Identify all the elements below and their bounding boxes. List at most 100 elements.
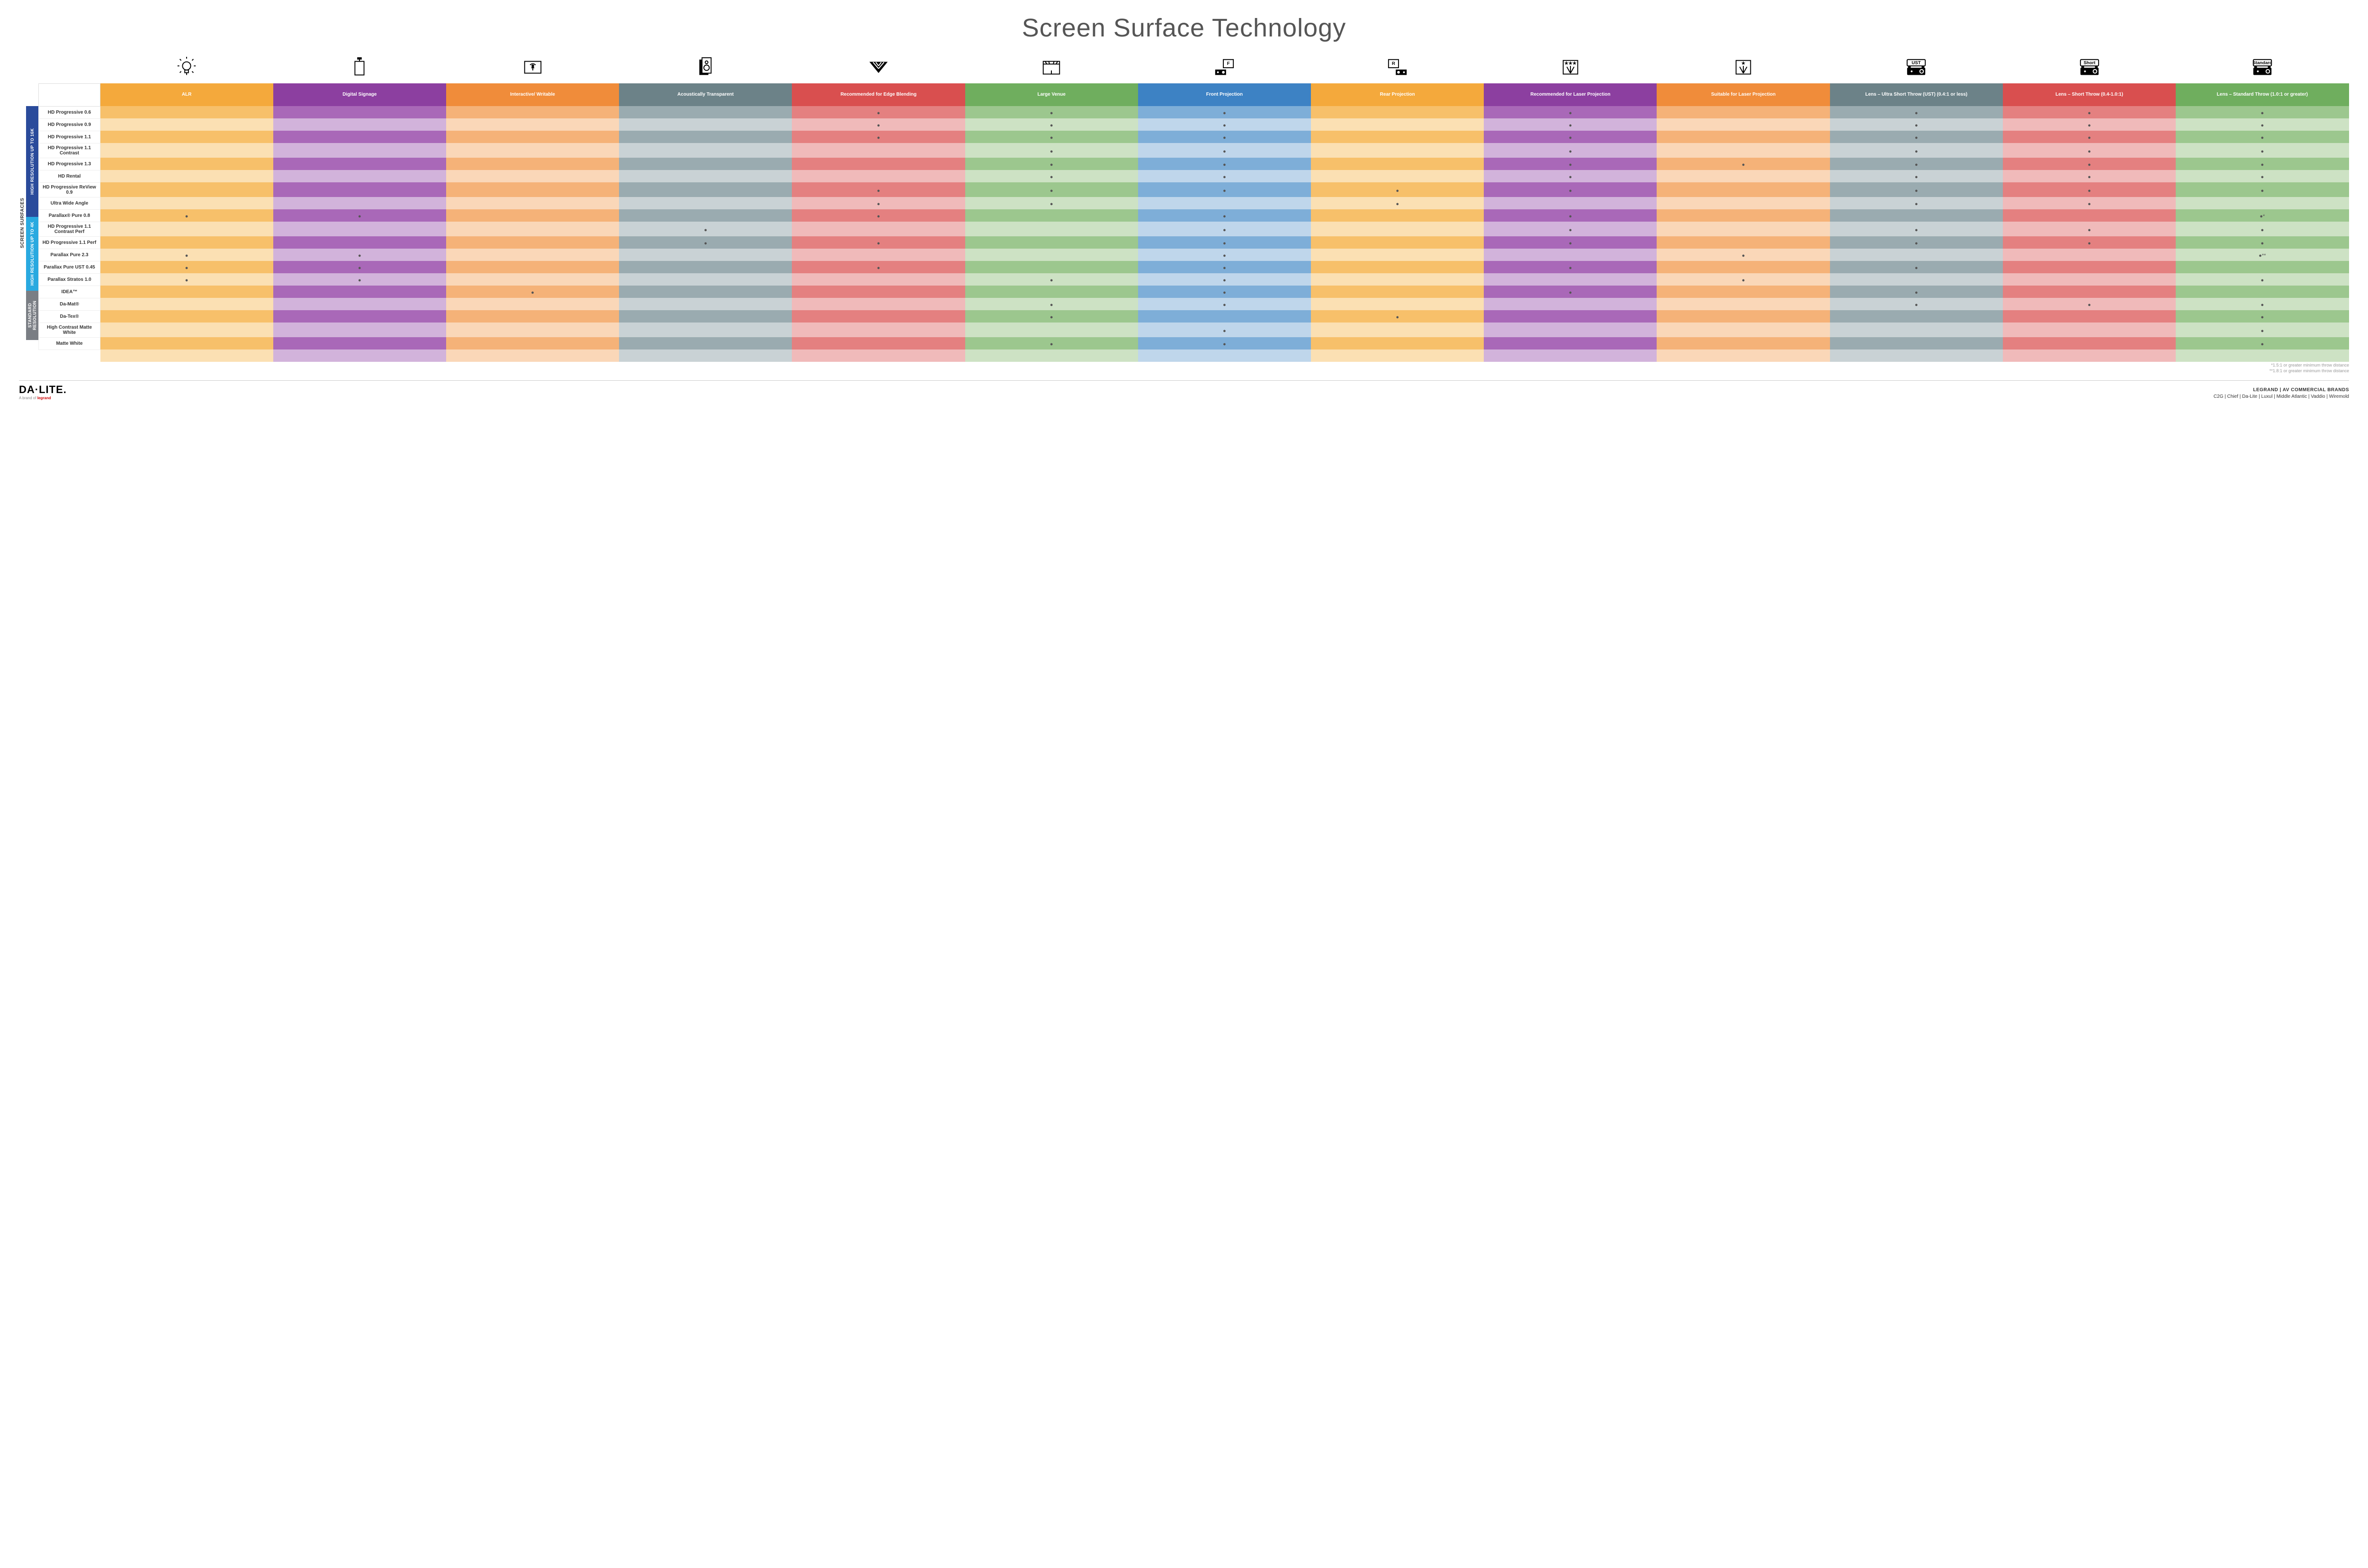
table-cell	[1484, 337, 1657, 349]
table-cell	[1657, 249, 1830, 261]
feature-dot	[2088, 239, 2091, 246]
row-label: High Contrast Matte White	[39, 323, 100, 337]
feature-dot	[1915, 121, 1918, 128]
table-cell	[1138, 158, 1311, 170]
page-title: Screen Surface Technology	[19, 13, 2349, 43]
table-cell	[273, 236, 446, 249]
table-cell	[273, 106, 446, 118]
feature-dot	[1050, 313, 1053, 320]
feature-dot	[1569, 108, 1572, 116]
table-cell	[1138, 197, 1311, 209]
table-cell	[1138, 310, 1311, 323]
feature-dot	[1396, 186, 1399, 194]
feature-dot	[2260, 160, 2264, 168]
feature-dot	[1223, 186, 1226, 194]
column-header: Digital Signage	[273, 83, 446, 106]
table-cell	[1830, 158, 2003, 170]
table-cell	[2003, 298, 2176, 310]
table-cell	[1484, 286, 1657, 298]
feature-dot	[2088, 160, 2091, 168]
feature-dot	[877, 239, 880, 246]
table-cell	[792, 131, 965, 143]
column-header: ALR	[100, 83, 273, 106]
feature-dot	[2088, 147, 2091, 154]
table-cell	[1830, 323, 2003, 337]
feature-dot	[1050, 340, 1053, 347]
table-cell	[2176, 182, 2349, 197]
venue-icon	[1040, 56, 1063, 79]
row-label: HD Progressive ReView 0.9	[39, 182, 100, 197]
column-header: Front Projection	[1138, 83, 1311, 106]
table-cell	[1484, 323, 1657, 337]
table-cell	[1657, 273, 1830, 286]
table-cell	[1138, 323, 1311, 337]
footer: DA·LITE. A brand of legrand LEGRAND | AV…	[19, 380, 2349, 400]
table-cell	[619, 222, 792, 236]
table-cell	[1311, 106, 1484, 118]
table-cell	[446, 298, 619, 310]
table-cell	[792, 273, 965, 286]
feature-dot	[2260, 172, 2264, 180]
table-cell	[446, 118, 619, 131]
row-label: HD Progressive 1.3	[39, 158, 100, 170]
table-cell	[965, 286, 1138, 298]
table-cell	[1484, 310, 1657, 323]
table-cell	[792, 222, 965, 236]
table-cell	[446, 182, 619, 197]
table-cell	[100, 106, 273, 118]
feature-dot	[1223, 225, 1226, 233]
table-cell	[100, 143, 273, 158]
table-cell	[1138, 143, 1311, 158]
table-cell	[446, 249, 619, 261]
table-cell	[619, 170, 792, 182]
table-cell	[792, 249, 965, 261]
feature-dot	[1223, 300, 1226, 308]
feature-dot	[1223, 172, 1226, 180]
table-cell	[1657, 209, 1830, 222]
feature-dot	[1742, 160, 1745, 168]
short-icon: Short	[2078, 56, 2101, 79]
table-cell	[1657, 310, 1830, 323]
table-cell	[2176, 310, 2349, 323]
table-cell	[2003, 310, 2176, 323]
table-cell	[1657, 170, 1830, 182]
feature-dot	[1915, 288, 1918, 296]
table-cell	[1138, 209, 1311, 222]
feature-dot	[877, 186, 880, 194]
column-icon: ★★★	[1484, 54, 1657, 83]
table-cell	[619, 197, 792, 209]
table-cell	[273, 197, 446, 209]
table-cell	[792, 310, 965, 323]
feature-dot	[1915, 186, 1918, 194]
table-cell	[965, 236, 1138, 249]
table-cell	[1311, 143, 1484, 158]
table-cell	[1138, 298, 1311, 310]
table-cell	[1484, 249, 1657, 261]
row-label: IDEA™	[39, 286, 100, 298]
table-cell	[2003, 286, 2176, 298]
table-cell	[1311, 158, 1484, 170]
feature-dot	[1050, 172, 1053, 180]
table-cell	[1657, 323, 1830, 337]
rear-icon: R	[1386, 56, 1409, 79]
table-cell	[619, 106, 792, 118]
svg-text:R: R	[1392, 61, 1395, 66]
feature-dot	[1050, 160, 1053, 168]
feature-dot	[358, 276, 361, 283]
feature-dot	[1742, 251, 1745, 259]
table-cell	[965, 222, 1138, 236]
table-cell	[1657, 337, 1830, 349]
table-cell	[1657, 131, 1830, 143]
column-icon	[446, 54, 619, 83]
table-cell	[965, 182, 1138, 197]
feature-dot	[2260, 186, 2264, 194]
laser1-icon: ★	[1732, 56, 1755, 79]
table-cell	[1657, 182, 1830, 197]
table-cell	[1311, 286, 1484, 298]
feature-dot	[2088, 199, 2091, 207]
chart-wrap: SCREEN SURFACESHIGH RESOLUTION UP TO 16K…	[19, 54, 2349, 374]
table-cell	[619, 118, 792, 131]
feature-dot	[2260, 133, 2264, 141]
table-cell	[273, 158, 446, 170]
table-cell	[273, 170, 446, 182]
